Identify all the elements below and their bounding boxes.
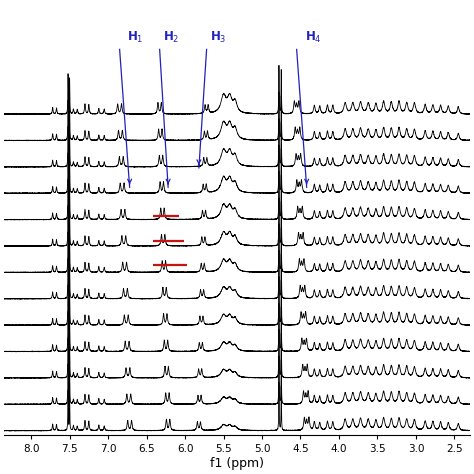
Text: H$_1$: H$_1$	[127, 30, 143, 45]
Text: H$_2$: H$_2$	[164, 30, 180, 45]
X-axis label: f1 (ppm): f1 (ppm)	[210, 457, 264, 470]
Text: H$_4$: H$_4$	[305, 30, 322, 45]
Text: H$_3$: H$_3$	[210, 30, 226, 45]
